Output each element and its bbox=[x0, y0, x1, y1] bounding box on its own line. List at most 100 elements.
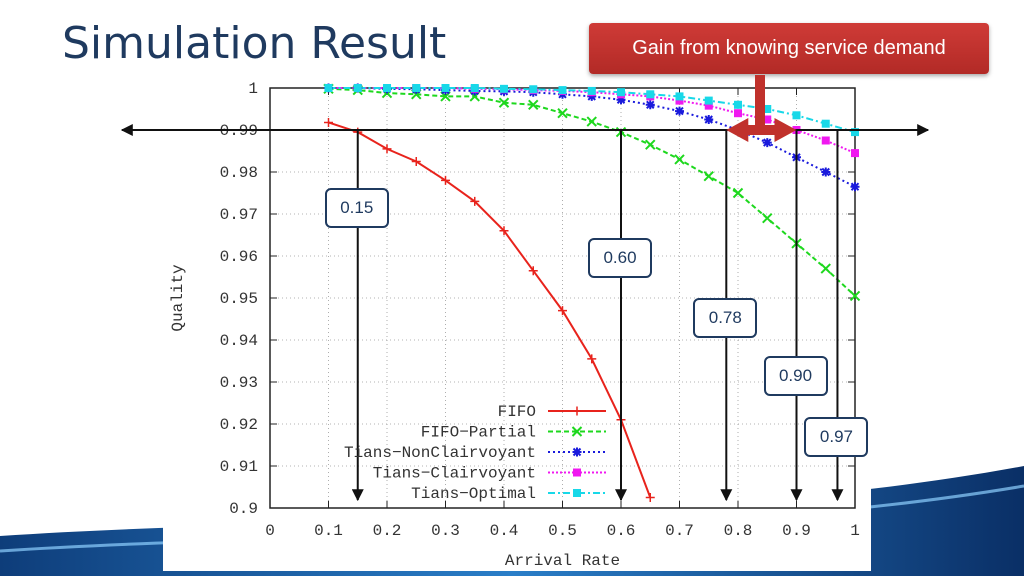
x-tick-label: 0 bbox=[265, 522, 275, 540]
callout-banner: Gain from knowing service demand bbox=[589, 23, 989, 74]
data-point-4 bbox=[441, 84, 450, 92]
data-point-3 bbox=[675, 96, 684, 105]
x-tick-label: 1 bbox=[850, 522, 860, 540]
legend-swatch-marker bbox=[572, 447, 582, 457]
data-point-4 bbox=[470, 84, 479, 92]
data-point-0 bbox=[645, 493, 655, 502]
data-point-1 bbox=[557, 107, 568, 119]
data-point-3 bbox=[734, 109, 742, 118]
annotation-box: 0.97 bbox=[804, 417, 869, 457]
data-point-1 bbox=[703, 170, 714, 182]
legend-label: FIFO bbox=[498, 403, 536, 421]
data-point-4 bbox=[617, 88, 625, 97]
x-tick-label: 0.7 bbox=[665, 522, 694, 540]
data-point-3 bbox=[821, 136, 830, 145]
y-tick-label: 0.95 bbox=[220, 290, 258, 308]
legend-swatch-marker bbox=[572, 406, 582, 416]
legend-label: Tians−Optimal bbox=[411, 485, 536, 503]
data-point-4 bbox=[383, 84, 391, 92]
legend-swatch-marker bbox=[571, 426, 583, 437]
data-point-4 bbox=[763, 105, 772, 113]
y-tick-label: 0.93 bbox=[220, 374, 258, 392]
data-point-2 bbox=[821, 167, 831, 177]
annotation-box: 0.15 bbox=[324, 188, 389, 228]
y-axis-title: Quality bbox=[169, 264, 187, 332]
data-point-3 bbox=[763, 115, 772, 124]
data-point-3 bbox=[704, 101, 713, 110]
data-point-0 bbox=[470, 196, 480, 206]
data-point-3 bbox=[851, 149, 859, 158]
y-tick-label: 0.98 bbox=[220, 164, 258, 182]
data-point-4 bbox=[324, 84, 333, 92]
legend-label: Tians−Clairvoyant bbox=[373, 465, 536, 483]
legend: FIFO FIFO−Partial Tians−NonClairvoyant Tian… bbox=[344, 403, 606, 503]
data-point-4 bbox=[353, 84, 362, 92]
x-tick-label: 0.4 bbox=[490, 522, 519, 540]
x-tick-label: 0.3 bbox=[431, 522, 460, 540]
data-point-1 bbox=[849, 290, 861, 302]
y-tick-label: 0.91 bbox=[220, 458, 258, 476]
y-tick-label: 0.97 bbox=[220, 206, 258, 224]
data-point-2 bbox=[762, 138, 772, 148]
data-point-2 bbox=[675, 106, 684, 116]
data-point-1 bbox=[498, 97, 510, 108]
callout-pointer bbox=[755, 75, 765, 125]
data-point-1 bbox=[820, 263, 831, 274]
data-point-0 bbox=[499, 226, 509, 236]
data-point-2 bbox=[850, 182, 860, 192]
data-point-4 bbox=[734, 100, 742, 109]
gain-double-arrow bbox=[726, 118, 797, 142]
data-point-1 bbox=[586, 116, 597, 127]
data-point-0 bbox=[411, 157, 421, 166]
series-line-0 bbox=[328, 121, 652, 498]
legend-swatch-marker bbox=[573, 489, 581, 497]
data-point-1 bbox=[528, 99, 539, 111]
slide-title: Simulation Result bbox=[62, 18, 447, 69]
y-tick-label: 0.9 bbox=[229, 500, 258, 518]
data-point-1 bbox=[674, 154, 685, 165]
data-point-4 bbox=[675, 92, 684, 101]
data-point-2 bbox=[704, 115, 714, 124]
legend-label: Tians−NonClairvoyant bbox=[344, 444, 536, 462]
data-point-1 bbox=[762, 212, 773, 224]
data-point-2 bbox=[616, 95, 626, 105]
y-tick-label: 1 bbox=[248, 80, 258, 98]
x-tick-label: 0.5 bbox=[548, 522, 577, 540]
data-point-4 bbox=[500, 84, 508, 93]
annotation-box: 0.90 bbox=[763, 356, 828, 396]
y-tick-label: 0.92 bbox=[220, 416, 258, 434]
series-markers bbox=[323, 83, 861, 502]
annotation-box: 0.60 bbox=[588, 238, 652, 278]
series-lines bbox=[328, 87, 856, 498]
data-point-4 bbox=[821, 119, 830, 128]
data-point-4 bbox=[587, 86, 596, 95]
y-tick-label: 0.96 bbox=[220, 248, 258, 266]
data-point-2 bbox=[587, 91, 597, 101]
x-tick-label: 0.9 bbox=[782, 522, 811, 540]
data-point-4 bbox=[792, 111, 801, 120]
data-point-0 bbox=[382, 144, 392, 154]
data-point-2 bbox=[645, 100, 655, 110]
annotation-box: 0.78 bbox=[693, 298, 758, 338]
legend-swatch-marker bbox=[573, 468, 581, 477]
x-tick-label: 0.6 bbox=[607, 522, 636, 540]
data-point-0 bbox=[587, 354, 597, 364]
x-tick-label: 0.1 bbox=[314, 522, 343, 540]
data-point-0 bbox=[324, 117, 333, 127]
y-tick-label: 0.94 bbox=[220, 332, 258, 350]
x-axis-title: Arrival Rate bbox=[505, 552, 620, 570]
x-tick-label: 0.8 bbox=[724, 522, 753, 540]
data-point-0 bbox=[528, 266, 538, 276]
data-point-4 bbox=[704, 96, 713, 105]
data-point-4 bbox=[558, 86, 567, 95]
data-point-4 bbox=[412, 84, 421, 92]
axis-ticks: 0 0.1 0.2 0.3 0.4 0.5 0.6 0.7 0.8 0.9 10.90.910.92… bbox=[220, 80, 860, 540]
legend-label: FIFO−Partial bbox=[421, 424, 536, 442]
data-point-0 bbox=[558, 306, 567, 316]
x-tick-label: 0.2 bbox=[373, 522, 402, 540]
data-point-1 bbox=[645, 139, 656, 150]
data-point-4 bbox=[646, 90, 655, 99]
data-point-4 bbox=[529, 85, 538, 94]
data-point-1 bbox=[732, 187, 744, 199]
data-point-0 bbox=[441, 175, 450, 185]
